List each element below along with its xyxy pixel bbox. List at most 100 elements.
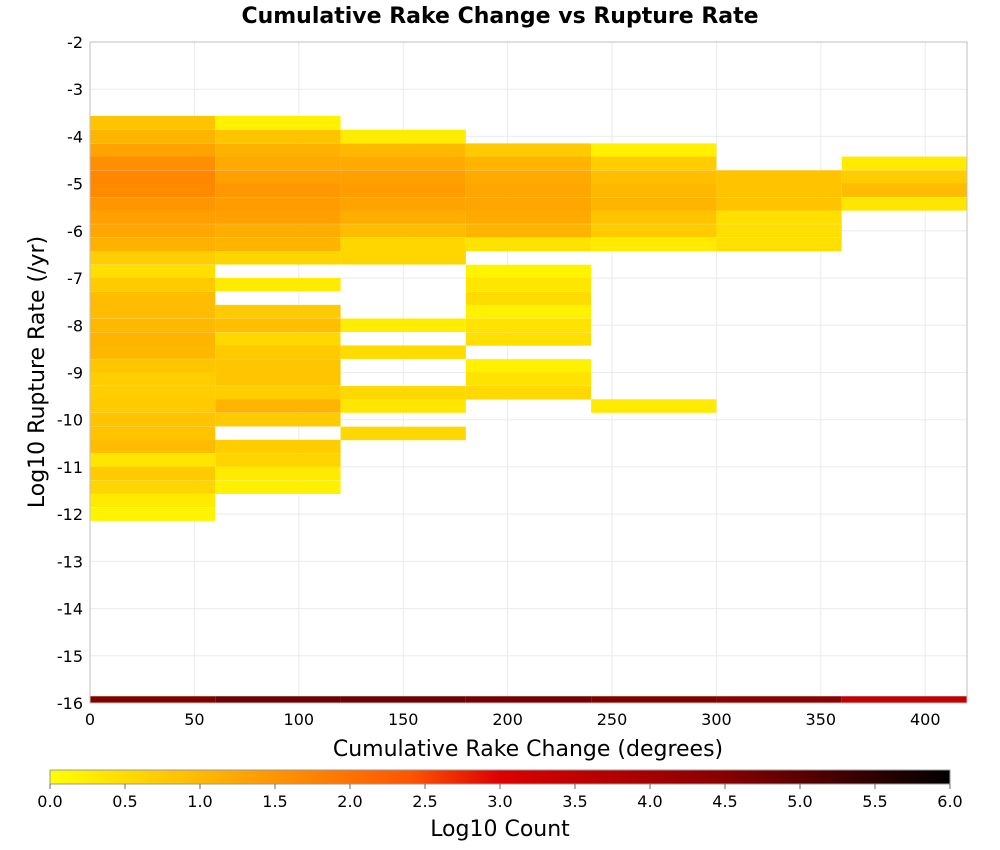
colorbar-tick-label: 4.0 (637, 792, 662, 811)
colorbar-tick-label: 3.5 (562, 792, 587, 811)
heatmap-cell (340, 426, 466, 441)
heatmap-cell (465, 359, 592, 373)
heatmap-cell (90, 399, 216, 413)
heatmap-cell-bottom (716, 696, 842, 703)
heatmap-cell (716, 210, 842, 224)
y-tick-label: -12 (57, 505, 83, 524)
x-tick-label: 200 (492, 710, 523, 729)
heatmap-cell (90, 237, 216, 252)
heatmap-cell (90, 318, 216, 333)
x-tick-label: 300 (701, 710, 732, 729)
heatmap-cell-bottom (465, 696, 592, 703)
heatmap-cell (716, 224, 842, 238)
heatmap-cell (90, 493, 216, 508)
heatmap-cell (215, 318, 341, 333)
y-tick-label: -13 (57, 552, 83, 571)
heatmap-cell (465, 291, 592, 306)
heatmap-cell (90, 304, 216, 319)
heatmap-cell (90, 426, 216, 441)
heatmap-cell (215, 170, 341, 184)
y-tick-label: -16 (57, 694, 83, 713)
heatmap-cell (340, 156, 466, 171)
heatmap-cell (591, 237, 717, 252)
colorbar-tick-label: 2.5 (412, 792, 437, 811)
heatmap-cell (591, 399, 717, 413)
heatmap-cell (215, 237, 341, 252)
heatmap-cell (215, 466, 341, 481)
y-tick-label: -8 (67, 316, 83, 335)
y-tick-label: -9 (67, 364, 83, 383)
heatmap-cell-bottom (215, 696, 341, 703)
heatmap-cell (465, 304, 592, 319)
heatmap-cell (215, 304, 341, 319)
heatmap-cell (340, 399, 466, 413)
y-tick-label: -5 (67, 175, 83, 194)
colorbar-tick-label: 5.0 (787, 792, 812, 811)
heatmap-cell (90, 412, 216, 427)
heatmap-cell (716, 237, 842, 252)
y-tick-label: -6 (67, 222, 83, 241)
colorbar-tick-label: 0.0 (37, 792, 62, 811)
heatmap-cell (90, 264, 216, 279)
heatmap-cell (90, 197, 216, 211)
heatmap-cell (90, 183, 216, 197)
y-tick-label: -4 (67, 127, 83, 146)
heatmap-cell (90, 386, 216, 400)
heatmap-cell (465, 156, 592, 171)
heatmap-cell (215, 453, 341, 468)
heatmap-cell (716, 197, 842, 211)
heatmap-cell (90, 143, 216, 157)
heatmap-cell (90, 210, 216, 224)
heatmap-cell (340, 210, 466, 224)
x-tick-label: 0 (85, 710, 95, 729)
heatmap-cell (90, 277, 216, 292)
y-tick-label: -11 (57, 458, 83, 477)
heatmap-cell-bottom (340, 696, 466, 703)
colorbar (49, 769, 951, 785)
heatmap-cell (90, 156, 216, 171)
colorbar-tick-label: 1.0 (187, 792, 212, 811)
x-tick-label: 150 (388, 710, 419, 729)
heatmap-cell (716, 183, 842, 197)
y-tick-label: -14 (57, 600, 83, 619)
colorbar-tick-label: 2.0 (337, 792, 362, 811)
y-tick-labels: -2 -3 -4 -5 -6 -7 -8 -9 -10 -11 -12 -13 -14 -15 -16 (57, 33, 83, 713)
x-tick-label: 250 (597, 710, 628, 729)
heatmap-cell (465, 277, 592, 292)
heatmap-cell (215, 224, 341, 238)
heatmap-cell-bottom (841, 696, 967, 703)
heatmap-cell (340, 386, 466, 400)
heatmap-cell (90, 345, 216, 359)
heatmap-cell (841, 170, 967, 184)
heatmap-cell (90, 480, 216, 494)
heatmap-cell (591, 224, 717, 238)
heatmap-cell (90, 439, 216, 454)
heatmap-cell (215, 251, 341, 265)
heatmap-cell (90, 170, 216, 184)
heatmap-cell-bottom (90, 696, 216, 703)
heatmap-cell (215, 129, 341, 144)
heatmap-cell (465, 210, 592, 224)
heatmap-cell (465, 170, 592, 184)
y-tick-label: -7 (67, 269, 83, 288)
y-tick-label: -3 (67, 80, 83, 99)
heatmap-cell (215, 210, 341, 224)
heatmap-cell (90, 453, 216, 468)
heatmap-cell (215, 399, 341, 413)
heatmap-cell (591, 210, 717, 224)
colorbar-tick-label: 1.5 (262, 792, 287, 811)
heatmap-cell (465, 197, 592, 211)
heatmap-cell (215, 156, 341, 171)
heatmap-cell (215, 372, 341, 386)
heatmap-cell (841, 197, 967, 211)
heatmap-cell (465, 332, 592, 346)
heatmap-cell (215, 480, 341, 494)
heatmap-cell (591, 170, 717, 184)
heatmap-cell (215, 143, 341, 157)
colorbar-tick-labels: 0.0 0.5 1.0 1.5 2.0 2.5 3.0 3.5 4.0 4.5 5.0 5.5 6.0 (37, 784, 963, 811)
heatmap-cell (465, 372, 592, 386)
heatmap-cell (90, 466, 216, 481)
heatmap-cell (340, 129, 466, 144)
heatmap-cell (465, 264, 592, 279)
